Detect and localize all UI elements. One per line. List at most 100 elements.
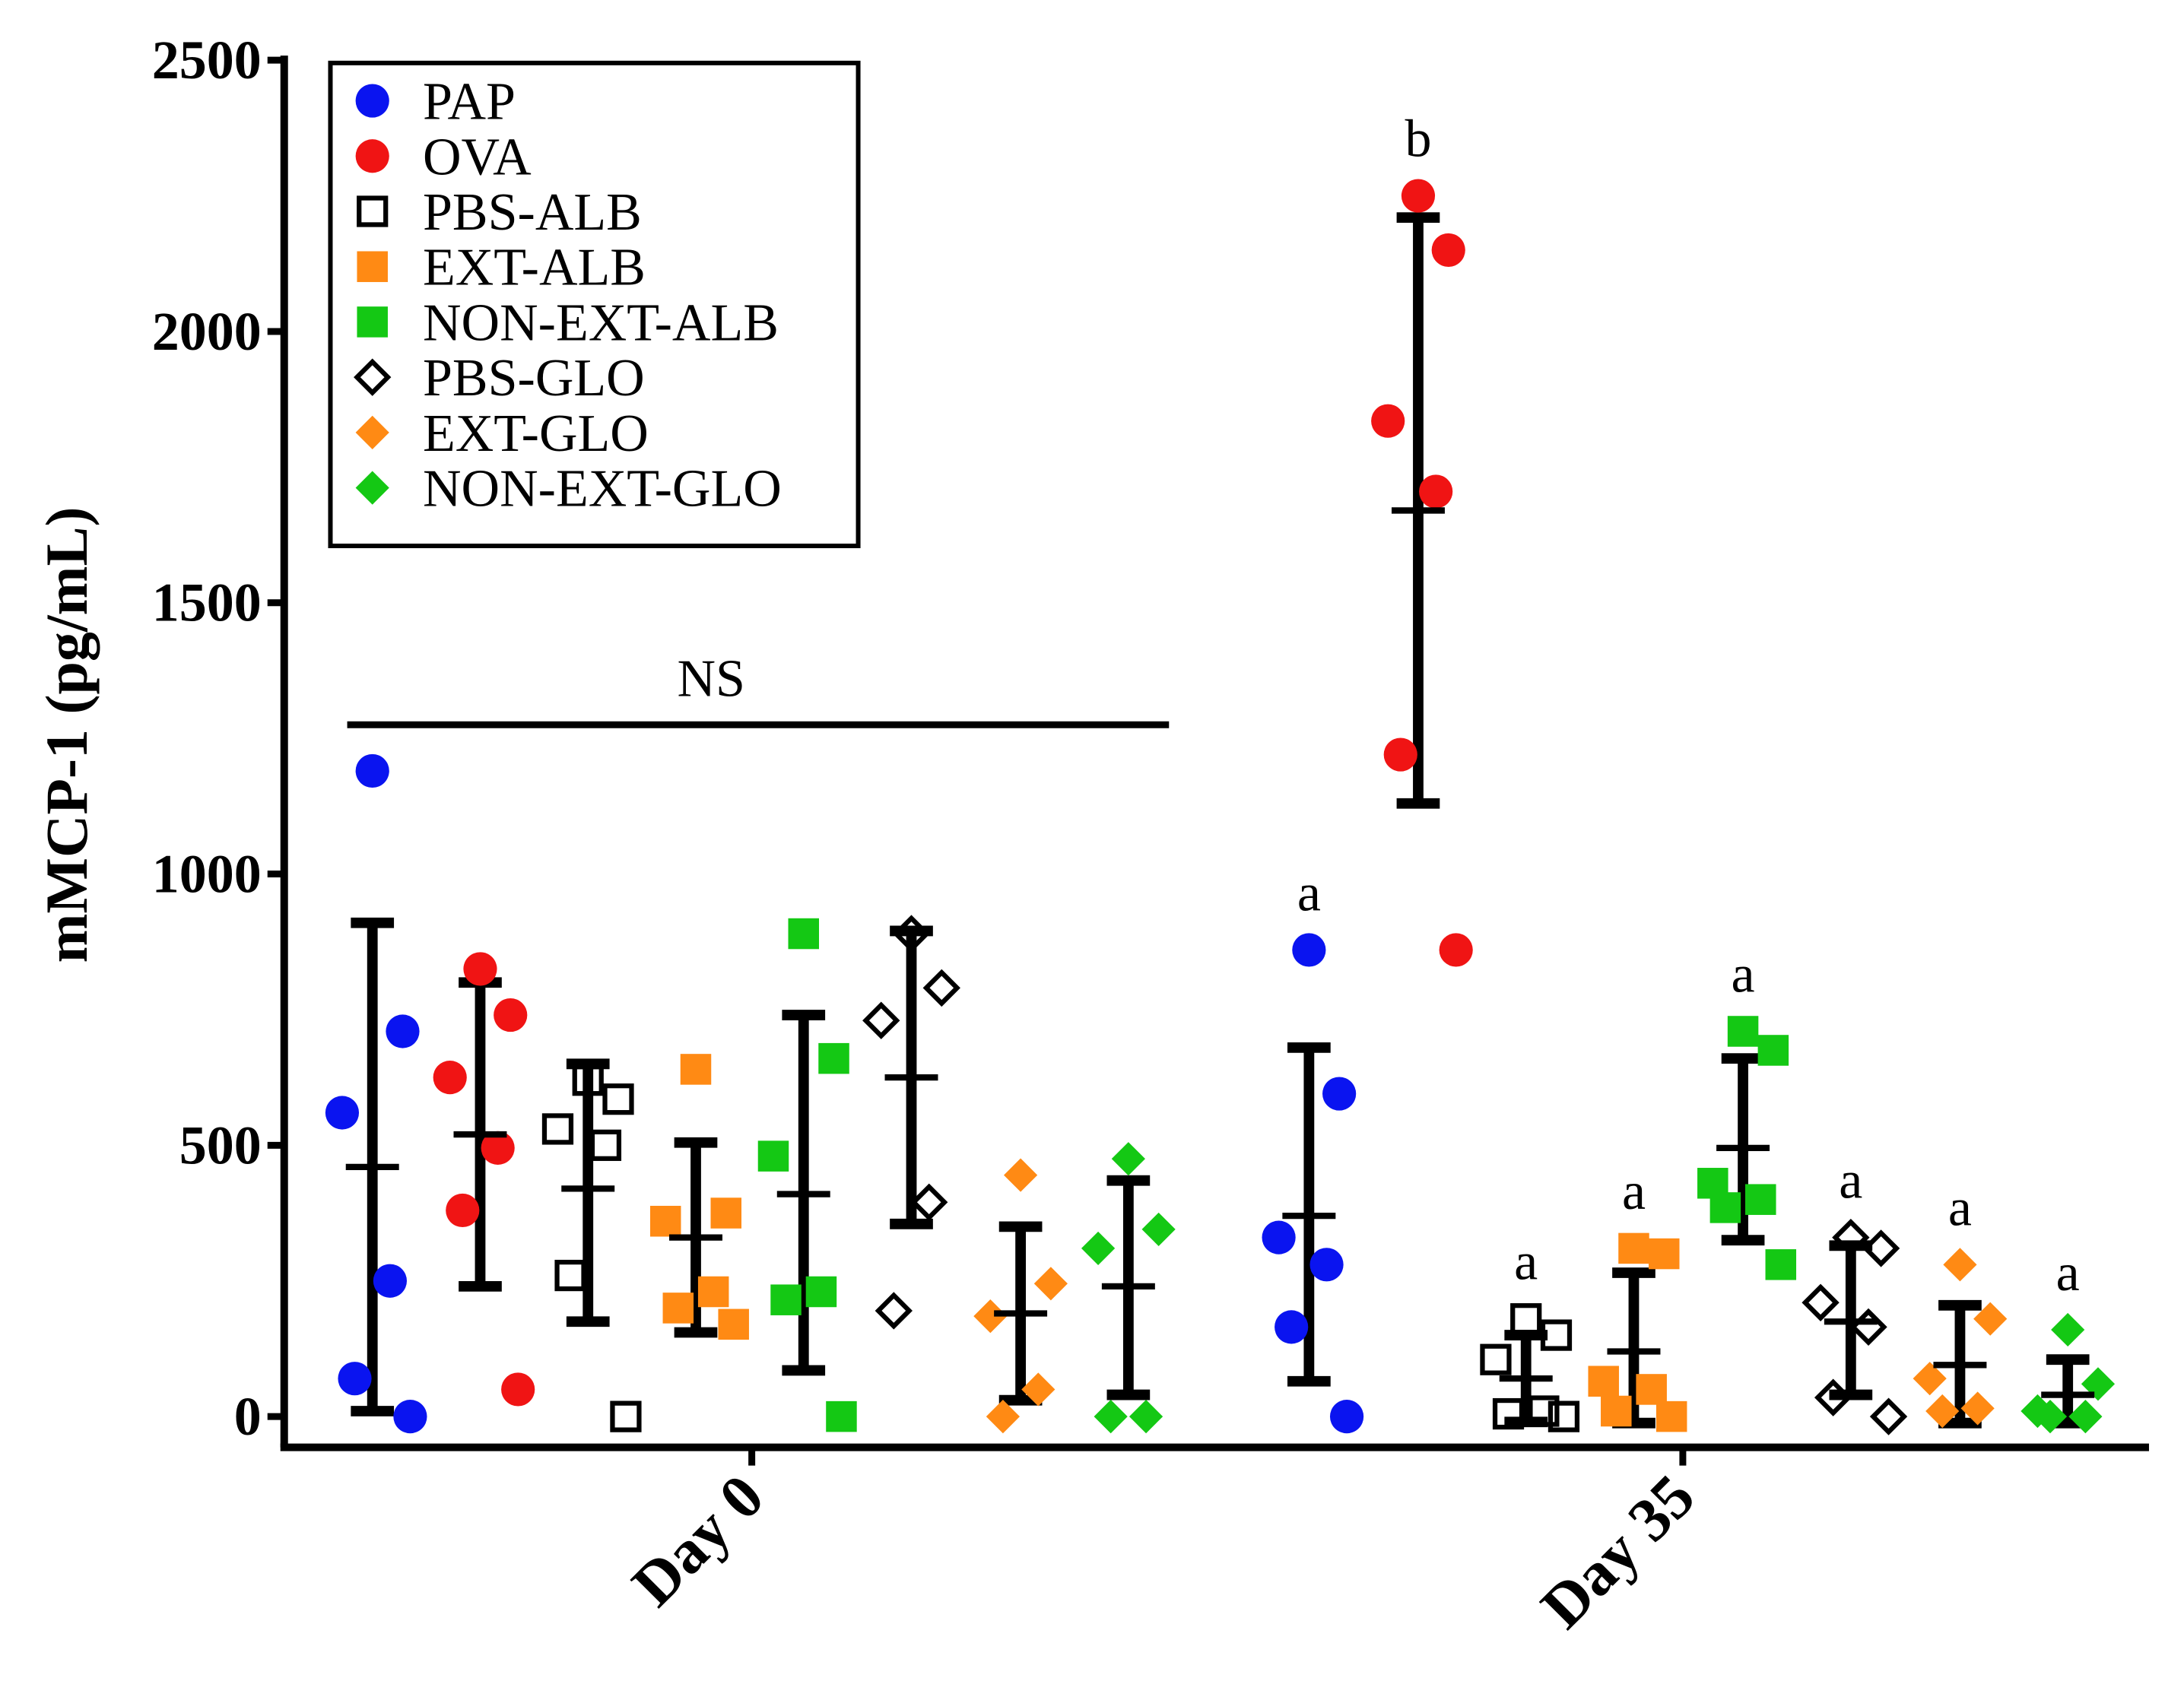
data-point	[1757, 1035, 1789, 1066]
legend-marker	[355, 84, 389, 118]
data-point	[1528, 1395, 1560, 1427]
significance-letter: b	[1405, 110, 1431, 169]
data-point	[1141, 1212, 1176, 1247]
data-point	[1322, 1077, 1357, 1111]
data-point	[1383, 737, 1417, 772]
data-point	[757, 1140, 789, 1172]
data-point	[1925, 1394, 1960, 1429]
y-tick-label: 2000	[152, 301, 262, 362]
data-point	[910, 1183, 948, 1221]
data-point	[1510, 1303, 1542, 1335]
legend-box	[328, 60, 861, 549]
data-point	[1081, 1231, 1116, 1265]
legend-marker	[355, 471, 389, 505]
data-point	[710, 1197, 742, 1229]
data-point	[892, 915, 931, 953]
data-point	[1814, 1378, 1852, 1416]
data-point	[501, 1372, 535, 1407]
data-point	[1727, 1016, 1759, 1047]
legend-label: EXT-ALB	[423, 239, 646, 297]
data-point	[1094, 1400, 1128, 1434]
y-tick-label: 2500	[152, 30, 262, 90]
data-point	[875, 1292, 913, 1330]
data-point	[1371, 404, 1405, 438]
data-point	[1309, 1248, 1344, 1282]
data-point	[788, 918, 819, 950]
data-point	[1439, 933, 1473, 967]
data-point	[463, 952, 497, 986]
y-tick-label: 1500	[152, 573, 262, 633]
data-point	[1492, 1397, 1525, 1430]
y-axis-title: mMCP-1 (pg/mL)	[33, 507, 100, 963]
data-point	[818, 1042, 849, 1074]
data-point	[826, 1400, 857, 1432]
data-point	[1004, 1158, 1038, 1192]
data-point	[1275, 1310, 1309, 1344]
data-point	[2068, 1400, 2103, 1434]
y-tick-label: 500	[179, 1115, 262, 1175]
y-tick-label: 0	[234, 1386, 262, 1447]
data-point	[1869, 1397, 1908, 1435]
legend-marker	[355, 139, 389, 173]
data-point	[1401, 179, 1436, 213]
data-point	[1292, 933, 1326, 967]
data-point	[922, 969, 960, 1007]
data-point	[805, 1276, 837, 1308]
significance-letter: a	[1514, 1233, 1538, 1292]
significance-letter: a	[1948, 1178, 1972, 1237]
data-point	[355, 753, 389, 788]
data-point	[1129, 1400, 1163, 1434]
data-point	[1480, 1343, 1512, 1375]
data-point	[2051, 1312, 2085, 1347]
data-point	[986, 1400, 1021, 1434]
significance-letter: a	[1732, 945, 1755, 1004]
legend-marker	[355, 415, 389, 449]
annotations: NS a b a a a a a a	[347, 110, 2080, 1302]
significance-letter: a	[1297, 864, 1321, 922]
data-point	[1709, 1192, 1741, 1223]
legend-label: EXT-GLO	[423, 404, 649, 463]
data-point	[1419, 474, 1453, 509]
data-point	[1618, 1232, 1649, 1264]
data-point	[1655, 1400, 1687, 1432]
data-point	[481, 1131, 515, 1165]
data-point	[1540, 1319, 1573, 1351]
data-point	[718, 1308, 749, 1340]
data-point	[1849, 1308, 1887, 1346]
data-point	[1636, 1374, 1667, 1405]
data-point	[494, 998, 528, 1032]
significance-letter: a	[1622, 1163, 1646, 1221]
data-point	[541, 1113, 574, 1145]
data-point	[1862, 1229, 1900, 1267]
x-tick-label: Day 0	[619, 1461, 777, 1619]
data-point	[1601, 1395, 1632, 1427]
significance-letter: a	[1839, 1152, 1862, 1210]
legend: PAPOVAPBS-ALBEXT-ALBNON-EXT-ALBPBS-GLOEX…	[328, 60, 861, 549]
data-point	[1973, 1302, 2008, 1336]
legend-marker	[357, 306, 388, 338]
legend-marker	[354, 358, 392, 396]
data-point	[973, 1299, 1008, 1334]
data-point	[386, 1014, 420, 1048]
data-point	[697, 1276, 729, 1308]
plot-area	[325, 179, 2116, 1435]
data-point	[1033, 1267, 1068, 1301]
data-point	[862, 1001, 900, 1039]
data-point	[1765, 1249, 1797, 1280]
data-point	[1832, 1218, 1870, 1257]
legend-marker	[357, 251, 388, 282]
data-point	[1262, 1220, 1296, 1255]
data-point	[1648, 1238, 1680, 1270]
data-point	[373, 1264, 408, 1298]
data-point	[2033, 1400, 2068, 1434]
x-tick-label: Day 35	[1528, 1461, 1708, 1641]
data-point	[1745, 1184, 1776, 1215]
data-point	[433, 1061, 467, 1095]
data-point	[602, 1083, 634, 1115]
data-point	[1548, 1400, 1580, 1432]
data-point	[1801, 1283, 1840, 1321]
data-point	[1021, 1372, 1055, 1407]
data-point	[1960, 1391, 1995, 1426]
data-point	[1329, 1400, 1364, 1434]
